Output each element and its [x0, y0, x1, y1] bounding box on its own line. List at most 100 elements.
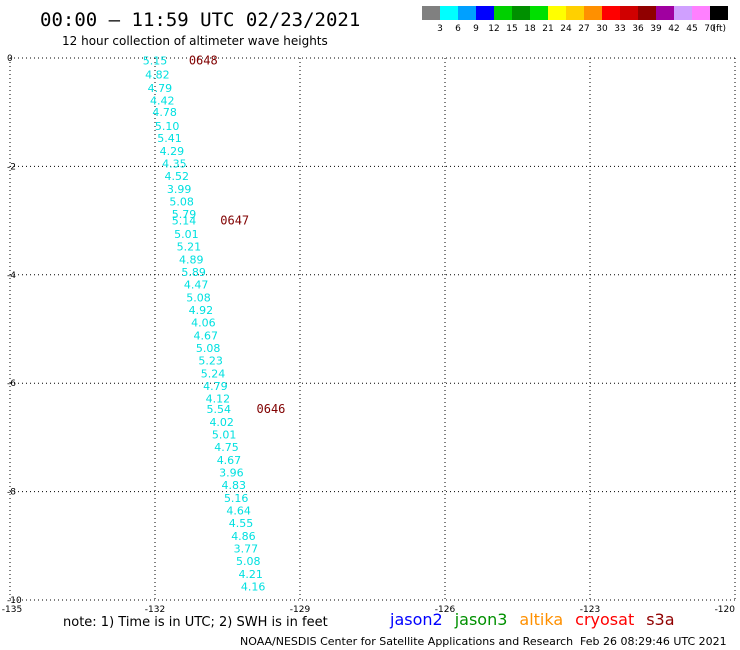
wave-height-label: 4.92 — [189, 304, 214, 317]
wave-height-label: 4.06 — [191, 316, 216, 329]
colorbar-swatch — [548, 6, 566, 20]
y-tick-labels: 0 -2 -4 -6 -8 -10 — [7, 54, 22, 606]
colorbar-label: 9 — [473, 24, 479, 34]
wave-height-label: 5.79 — [172, 208, 197, 221]
time-label: 0647 — [220, 214, 249, 228]
wave-height-label: 5.21 — [177, 241, 202, 254]
x-tick-label: -132 — [145, 605, 165, 615]
credit-line: NOAA/NESDIS Center for Satellite Applica… — [240, 635, 573, 648]
wave-height-label: 3.96 — [219, 467, 244, 480]
wave-height-label: 4.79 — [148, 82, 173, 95]
wave-height-label: 4.12 — [206, 392, 231, 405]
x-tick-label: -126 — [435, 605, 456, 615]
timestamp: Feb 26 08:29:46 UTC 2021 — [580, 635, 727, 648]
wave-height-label: 4.86 — [231, 530, 256, 543]
wave-height-label: 5.08 — [236, 555, 261, 568]
wave-height-label: 5.41 — [157, 132, 182, 145]
legend-jason3: jason3 — [454, 610, 508, 629]
wave-height-label: 4.82 — [145, 68, 170, 81]
wave-height-label: 5.08 — [169, 196, 194, 209]
colorbar-label: 3 — [437, 24, 443, 34]
colorbar-legend: 3 6 9 12 15 18 21 24 27 30 33 36 39 42 45 70(ft) — [422, 6, 728, 34]
wave-height-labels: 5.154.824.794.424.785.105.414.294.354.52… — [143, 55, 266, 594]
colorbar-label: 39 — [650, 24, 662, 34]
colorbar-label: 27 — [578, 24, 589, 34]
colorbar-swatch — [692, 6, 710, 20]
y-tick-label: -8 — [7, 488, 16, 498]
legend-s3a: s3a — [646, 610, 674, 629]
colorbar-swatch — [602, 6, 620, 20]
wave-height-label: 5.15 — [143, 55, 168, 68]
colorbar-swatch — [476, 6, 494, 20]
colorbar-label: 6 — [455, 24, 461, 34]
wave-height-label: 3.99 — [167, 183, 192, 196]
y-tick-label: -10 — [7, 596, 22, 606]
wave-height-label: 4.83 — [222, 479, 247, 492]
x-tick-label: -120 — [715, 605, 736, 615]
colorbar-label: 33 — [614, 24, 625, 34]
wave-height-label: 4.67 — [217, 454, 242, 467]
wave-height-label: 4.64 — [226, 505, 251, 518]
wave-height-label: 5.14 — [172, 215, 197, 228]
wave-height-label: 4.78 — [152, 106, 177, 119]
wave-height-label: 4.02 — [209, 416, 234, 429]
wave-height-label: 4.42 — [150, 94, 175, 107]
colorbar-label: 36 — [632, 24, 644, 34]
wave-height-label: 5.54 — [207, 403, 232, 416]
wave-height-label: 5.23 — [198, 354, 223, 367]
colorbar-label: 30 — [596, 24, 608, 34]
colorbar-swatch — [620, 6, 638, 20]
wave-height-label: 4.52 — [165, 170, 190, 183]
chart-title: 00:00 – 11:59 UTC 02/23/2021 — [40, 9, 360, 31]
colorbar-swatch — [512, 6, 530, 20]
time-label: 0648 — [189, 54, 218, 68]
wave-height-label: 5.01 — [212, 429, 237, 442]
colorbar-label: 45 — [686, 24, 697, 34]
x-tick-label: -123 — [580, 605, 600, 615]
colorbar-swatch — [584, 6, 602, 20]
colorbar-swatch — [494, 6, 512, 20]
colorbar-swatch — [674, 6, 692, 20]
wave-height-label: 5.16 — [224, 492, 249, 505]
colorbar-swatch — [656, 6, 674, 20]
wave-height-label: 4.35 — [162, 158, 187, 171]
colorbar-unit: (ft) — [712, 24, 726, 34]
wave-height-label: 4.79 — [203, 380, 228, 393]
wave-height-label: 4.21 — [238, 568, 263, 581]
wave-height-label: 5.08 — [186, 292, 211, 305]
y-tick-label: -6 — [7, 379, 16, 389]
wave-height-label: 5.01 — [174, 228, 199, 241]
satellite-legend: jason2 jason3 altika cryosat s3a — [389, 610, 675, 629]
y-tick-label: -4 — [7, 271, 16, 281]
colorbar-swatch — [458, 6, 476, 20]
colorbar-label: 21 — [542, 24, 553, 34]
colorbar-swatch — [440, 6, 458, 20]
colorbar-label: 12 — [488, 24, 499, 34]
wave-height-label: 4.67 — [194, 330, 219, 343]
colorbar-label: 24 — [560, 24, 572, 34]
footnote: note: 1) Time is in UTC; 2) SWH is in fe… — [63, 615, 328, 630]
y-tick-label: 0 — [7, 54, 13, 64]
colorbar-swatch — [422, 6, 440, 20]
colorbar-label: 70 — [704, 24, 716, 34]
wave-height-label: 4.29 — [160, 145, 185, 158]
wave-height-label: 4.16 — [241, 580, 266, 593]
legend-jason2: jason2 — [389, 610, 443, 629]
chart-subtitle: 12 hour collection of altimeter wave hei… — [62, 34, 328, 48]
x-tick-label: -129 — [290, 605, 311, 615]
x-tick-labels: -135 -132 -129 -126 -123 -120 — [2, 605, 735, 615]
x-tick-label: -135 — [2, 605, 22, 615]
time-labels: 0648 0647 0646 — [189, 54, 286, 417]
legend-cryosat: cryosat — [575, 610, 634, 629]
wave-height-label: 5.10 — [155, 120, 180, 133]
wave-height-label: 5.08 — [196, 342, 221, 355]
colorbar-swatch — [566, 6, 584, 20]
colorbar-label: 42 — [668, 24, 679, 34]
wave-height-label: 4.47 — [184, 279, 209, 292]
colorbar-swatch — [530, 6, 548, 20]
wave-height-label: 3.77 — [234, 543, 259, 556]
wave-height-label: 4.55 — [229, 517, 254, 530]
colorbar-label: 18 — [524, 24, 536, 34]
y-tick-label: -2 — [7, 162, 16, 172]
